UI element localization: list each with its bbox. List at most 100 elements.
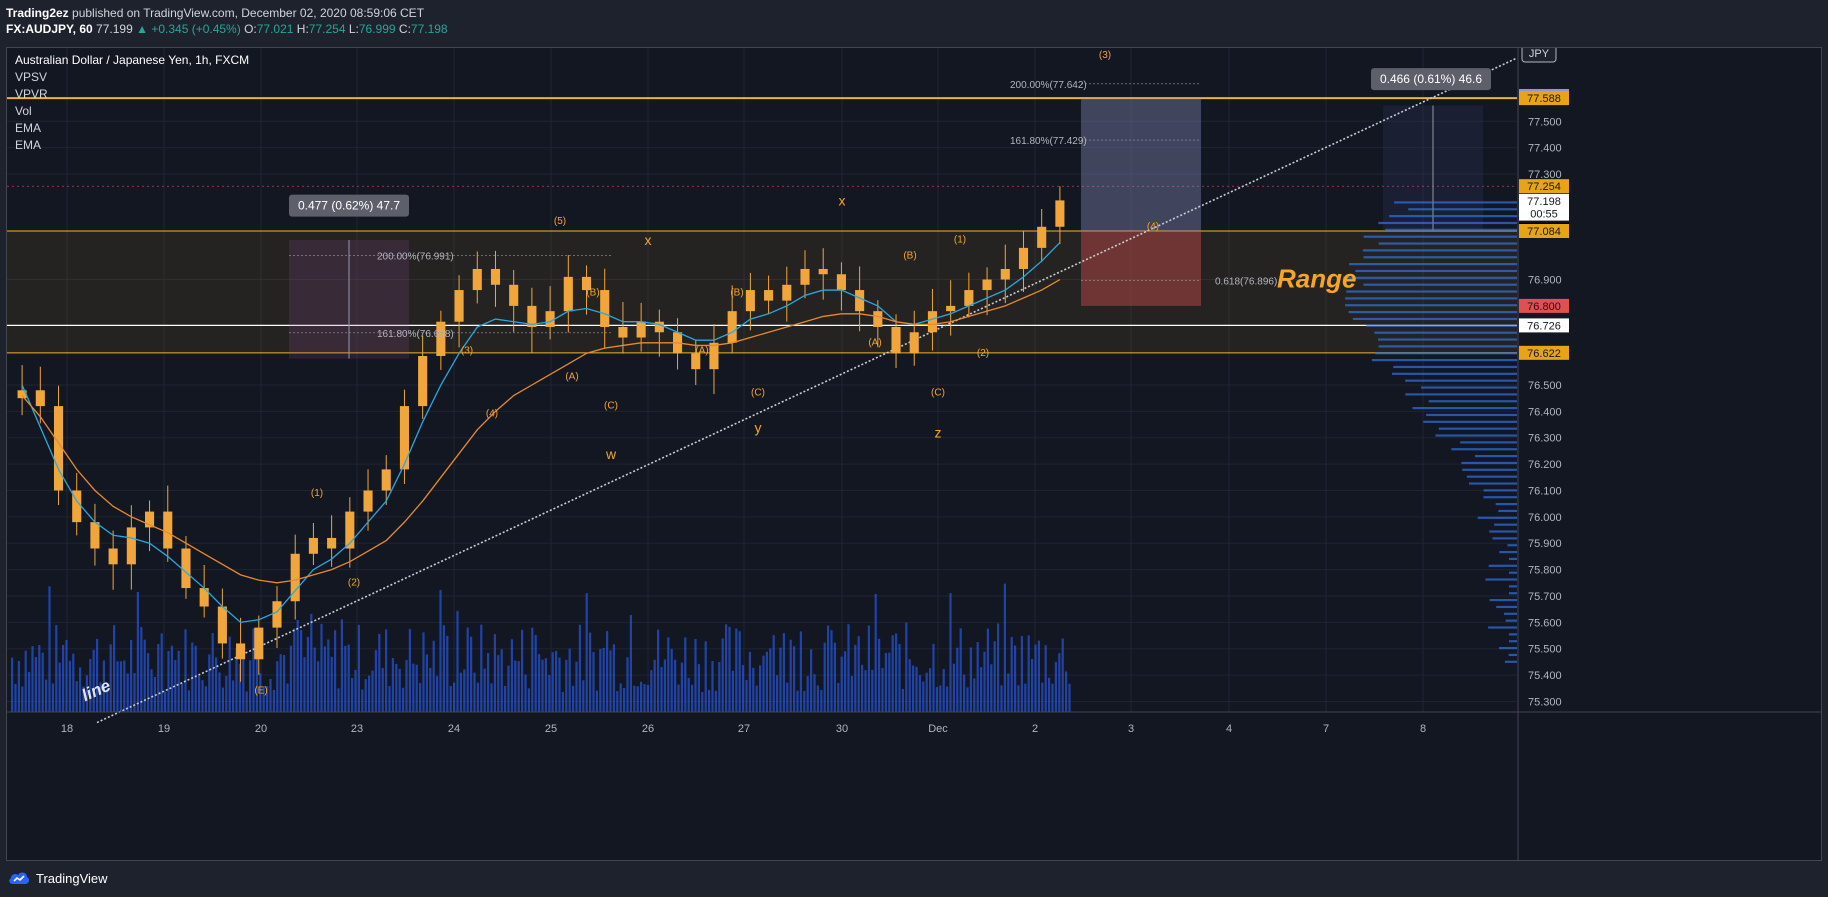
legend-vpsv[interactable]: VPSV [15, 70, 48, 84]
volume-bar [72, 653, 75, 712]
chart-pane[interactable]: 77.500 77.400 77.300 76.900 76.500 76.400 76.3… [6, 47, 1822, 861]
volume-bar [653, 659, 656, 712]
volume-bar [986, 628, 989, 712]
volume-bar [170, 645, 173, 712]
volume-bar [959, 628, 962, 712]
legend-vpvr[interactable]: VPVR [15, 87, 48, 101]
profile-bar [1435, 434, 1517, 437]
volume-bar [963, 674, 966, 712]
volume-bar [898, 643, 901, 712]
wave-label: (A) [565, 372, 578, 383]
volume-bar [857, 636, 860, 712]
volume-bar [816, 685, 819, 712]
volume-bar [619, 683, 622, 712]
volume-bar [89, 659, 92, 712]
volume-bar [585, 593, 588, 712]
volume-bar [850, 675, 853, 712]
price-label-bg [1519, 91, 1569, 106]
y-tick-label: 76.200 [1528, 459, 1562, 471]
volume-bar [395, 663, 398, 712]
volume-bar [75, 681, 78, 712]
candle-body [217, 606, 227, 644]
volume-bar [340, 619, 343, 712]
candle-body [327, 537, 337, 549]
volume-bar [548, 675, 551, 712]
wave-label: x [839, 193, 846, 209]
volume-bar [320, 623, 323, 712]
price-label: 76.622 [1527, 348, 1561, 360]
volume-bar [490, 683, 493, 712]
x-tick-label: 19 [158, 723, 170, 735]
volume-bar [517, 661, 520, 712]
volume-bar [55, 625, 58, 712]
volume-bar [582, 680, 585, 712]
volume-bar [436, 675, 439, 712]
profile-bar [1477, 516, 1517, 519]
price-label: 76.800 [1527, 301, 1561, 313]
volume-bar [293, 628, 296, 712]
volume-bar [160, 633, 163, 712]
profile-bar [1366, 324, 1517, 327]
volume-bar [1003, 583, 1006, 712]
author-name[interactable]: Trading2ez [6, 6, 69, 20]
volume-bar [589, 632, 592, 712]
volume-bar [279, 654, 282, 712]
volume-bar [820, 689, 823, 712]
y-tick-label: 75.500 [1528, 644, 1562, 656]
volume-bar [776, 675, 779, 712]
legend-ema-2[interactable]: EMA [15, 138, 42, 152]
close-value: 77.198 [410, 22, 448, 36]
volume-bar [113, 625, 116, 712]
profile-bar [1492, 537, 1517, 540]
volume-bar [306, 636, 309, 712]
volume-bar [201, 680, 204, 712]
volume-bar [640, 681, 643, 712]
volume-bar [136, 591, 139, 712]
price-label-bg [1519, 179, 1569, 194]
profile-bar [1375, 352, 1517, 355]
volume-bar [143, 639, 146, 712]
profile-bar [1345, 304, 1517, 307]
volume-bar [439, 589, 442, 712]
volume-bar [419, 683, 422, 712]
profile-bar [1508, 653, 1517, 657]
price-label: 77.254 [1527, 181, 1561, 193]
profile-bar [1488, 626, 1517, 629]
candle-body [126, 527, 136, 565]
tradingview-logo[interactable]: TradingView [8, 870, 108, 886]
volume-bar [252, 628, 255, 712]
volume-bar [126, 673, 129, 712]
wave-label: (1) [311, 488, 323, 499]
x-tick-label: 23 [351, 723, 363, 735]
candle-body [654, 321, 664, 333]
volume-bar [262, 686, 265, 712]
legend-ema-1[interactable]: EMA [15, 121, 42, 135]
profile-bar [1428, 400, 1517, 403]
volume-bar [255, 641, 258, 712]
candle-body [873, 311, 883, 327]
volume-bar [232, 680, 235, 712]
profile-bar [1412, 407, 1517, 410]
profile-bar [1408, 208, 1517, 211]
tradingview-cloud-icon [9, 872, 30, 884]
candle-body [600, 290, 610, 327]
volume-bar [130, 639, 133, 712]
legend-vol[interactable]: Vol [15, 104, 32, 118]
volume-bar [806, 676, 809, 712]
volume-bar [823, 642, 826, 712]
profile-bar [1363, 235, 1517, 238]
price-label: 77.198 [1527, 196, 1561, 208]
volume-bar [847, 624, 850, 712]
candle-body [290, 553, 300, 602]
volume-bar [946, 686, 949, 712]
volume-bar [772, 635, 775, 712]
ema-fast-line [21, 242, 1061, 624]
y-tick-label: 75.900 [1528, 538, 1562, 550]
profile-bar [1488, 564, 1517, 567]
volume-bar [701, 691, 704, 712]
y-tick-label: 76.500 [1528, 380, 1562, 392]
volume-bar [929, 668, 932, 712]
price-chart[interactable]: 77.500 77.400 77.300 76.900 76.500 76.400 76.3… [7, 48, 1822, 861]
volume-bar [599, 648, 602, 712]
volume-bar [623, 688, 626, 712]
